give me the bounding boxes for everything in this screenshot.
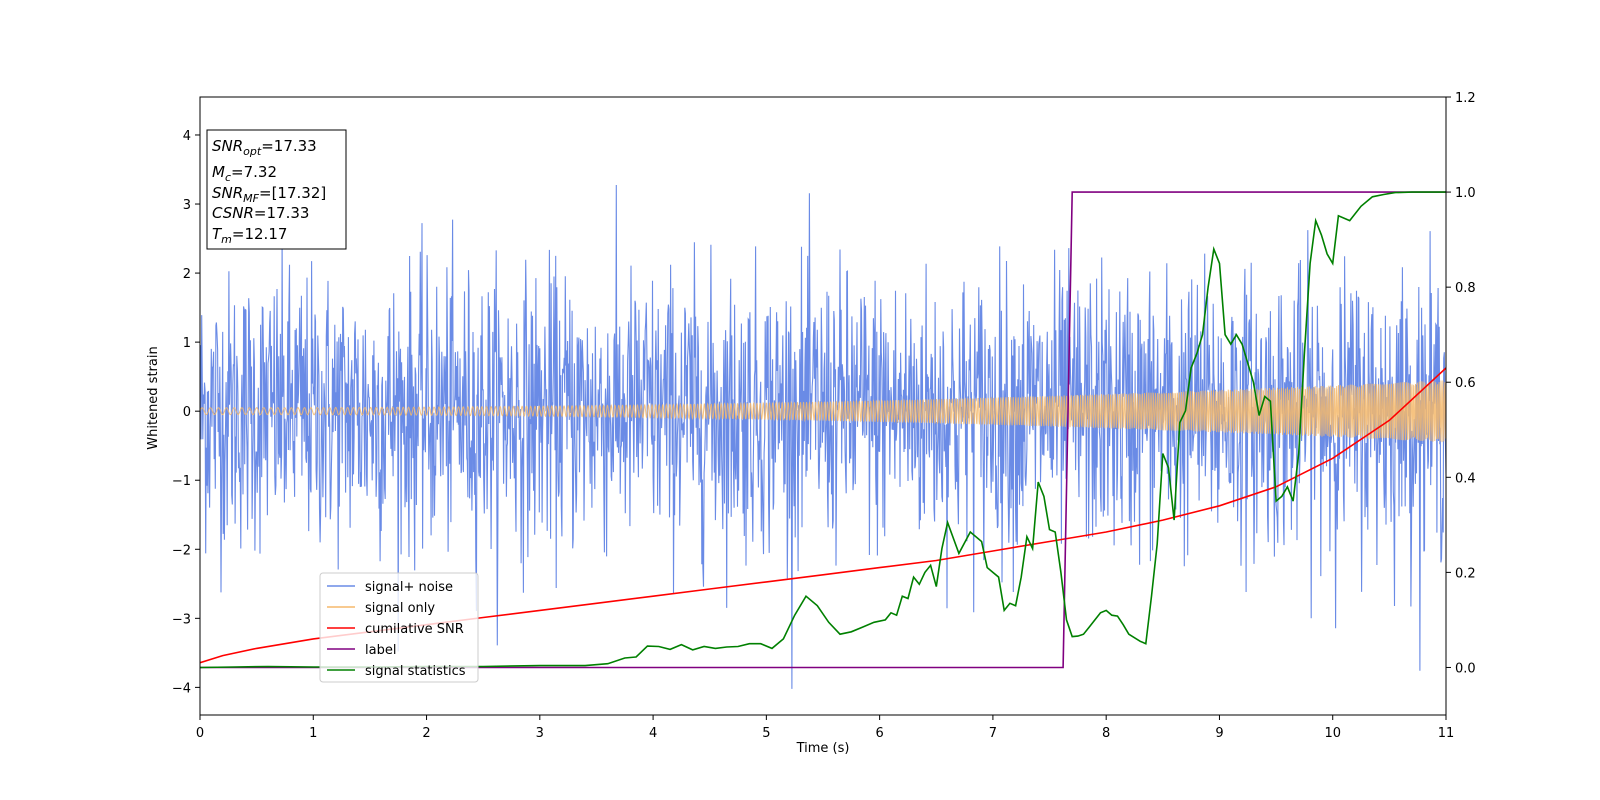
x-tick-label: 3: [536, 726, 544, 741]
y-axis-left: 4 3 2 1 0 −1 −2 −3 −4: [172, 129, 200, 696]
y-tick-label: 1: [183, 336, 191, 351]
info-box-frame: [206, 129, 347, 250]
info-subscript: opt: [243, 145, 262, 158]
info-subscript: MF: [243, 192, 259, 205]
legend-entry: signal+ noise: [365, 580, 453, 595]
info-value: =17.33: [261, 137, 317, 155]
x-tick-label: 10: [1324, 726, 1341, 741]
x-axis: 0 1 2 3 4 5 6 7 8 9 10 11: [196, 715, 1454, 741]
series-signal-only: [200, 380, 1446, 443]
y-tick-label: 2: [183, 267, 191, 282]
y2-tick-label: 0.0: [1455, 661, 1476, 676]
x-tick-label: 11: [1438, 726, 1455, 741]
x-tick-label: 7: [989, 726, 997, 741]
info-value: =17.33: [254, 204, 310, 222]
legend-entry: label: [365, 643, 396, 658]
info-value: =7.32: [231, 163, 277, 181]
info-box: SNRopt=17.33Mc=7.32SNRMF=[17.32]CSNR=17.…: [206, 129, 347, 250]
info-subscript: m: [221, 233, 232, 246]
legend-entry: signal statistics: [365, 664, 466, 679]
legend-entry: cumilative SNR: [365, 622, 464, 637]
y-tick-label: −1: [172, 474, 191, 489]
x-tick-label: 8: [1102, 726, 1110, 741]
x-tick-label: 5: [762, 726, 770, 741]
series-signal-statistics: [200, 191, 1446, 669]
info-line: Tm=12.17: [212, 225, 287, 246]
legend-frame: [319, 572, 479, 683]
info-value: =[17.32]: [259, 184, 326, 202]
x-tick-label: 2: [422, 726, 430, 741]
info-line: CSNR=17.33: [212, 204, 309, 222]
y-tick-label: 4: [183, 129, 191, 144]
y2-tick-label: 0.2: [1455, 566, 1476, 581]
y2-tick-label: 1.2: [1455, 91, 1476, 106]
info-symbol: SNR: [212, 184, 243, 202]
y-tick-label: −3: [172, 612, 191, 627]
y-tick-label: −2: [172, 543, 191, 558]
x-tick-label: 0: [196, 726, 204, 741]
info-subscript: c: [225, 171, 231, 184]
info-line: SNRMF=[17.32]: [212, 184, 326, 205]
y-tick-label: 0: [183, 405, 191, 420]
x-tick-label: 9: [1215, 726, 1223, 741]
y-axis-right: 0.0 0.2 0.4 0.6 0.8 1.0 1.2: [1446, 91, 1476, 676]
info-value: =12.17: [232, 225, 288, 243]
info-symbol: T: [212, 225, 223, 243]
info-line: Mc=7.32: [212, 163, 277, 184]
info-line: SNRopt=17.33: [212, 137, 317, 158]
x-axis-label: Time (s): [796, 741, 850, 756]
y2-tick-label: 0.4: [1455, 471, 1476, 486]
x-tick-label: 6: [875, 726, 883, 741]
series-label: [200, 191, 1446, 669]
info-symbol: SNR: [212, 137, 243, 155]
legend: signal+ noise signal only cumilative SNR la…: [319, 572, 479, 683]
y2-tick-label: 0.8: [1455, 281, 1476, 296]
plot-frame: [199, 96, 1447, 716]
y-axis-label: Whitened strain: [146, 346, 161, 449]
info-symbol: M: [212, 163, 225, 181]
y-tick-label: −4: [172, 681, 191, 696]
legend-entry: signal only: [365, 601, 435, 616]
x-tick-label: 4: [649, 726, 657, 741]
y-tick-label: 3: [183, 198, 191, 213]
info-symbol: CSNR: [212, 204, 254, 222]
y2-tick-label: 1.0: [1455, 186, 1476, 201]
series-signal-noise: [200, 184, 1446, 689]
x-tick-label: 1: [309, 726, 317, 741]
y2-tick-label: 0.6: [1455, 376, 1476, 391]
